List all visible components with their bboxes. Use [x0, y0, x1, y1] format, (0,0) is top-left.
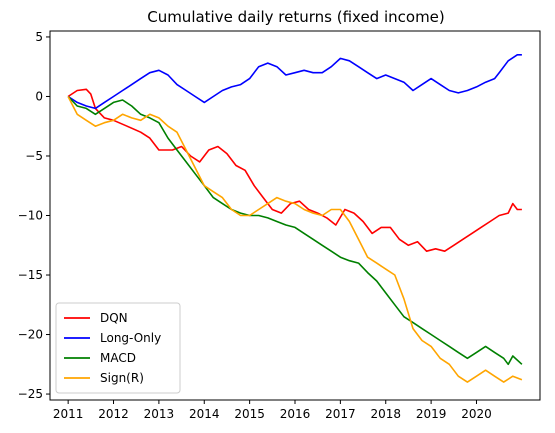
legend-label-3: Sign(R) — [100, 371, 144, 385]
legend: DQN Long-Only MACD Sign(R) — [55, 302, 181, 394]
x-tick-label: 2019 — [416, 407, 447, 421]
chart-title: Cumulative daily returns (fixed income) — [147, 8, 445, 26]
x-tick-label: 2018 — [370, 407, 401, 421]
x-tick-label: 2012 — [98, 407, 129, 421]
legend-box — [55, 302, 181, 394]
y-tick-label: −5 — [25, 149, 43, 163]
x-axis: 2011 2012 2013 2014 2015 2016 2017 2018 2019 2020 — [53, 400, 492, 421]
series-layer — [67, 54, 523, 383]
series-line-2 — [67, 95, 523, 366]
y-tick-label: −10 — [18, 209, 43, 223]
x-tick-label: 2020 — [461, 407, 492, 421]
y-tick-label: −15 — [18, 268, 43, 282]
y-tick-label: 5 — [35, 30, 43, 44]
series-line-1 — [67, 54, 522, 110]
legend-label-2: MACD — [100, 351, 136, 365]
series-line-0 — [67, 88, 522, 252]
x-tick-label: 2013 — [144, 407, 175, 421]
legend-label-0: DQN — [100, 311, 128, 325]
y-axis: 5 0 −5 −10 −15 −20 −25 — [18, 30, 50, 401]
x-tick-label: 2015 — [234, 407, 265, 421]
x-tick-label: 2016 — [280, 407, 311, 421]
y-tick-label: 0 — [35, 89, 43, 103]
y-tick-label: −20 — [18, 328, 43, 342]
legend-label-1: Long-Only — [100, 331, 161, 345]
y-tick-label: −25 — [18, 387, 43, 401]
x-tick-label: 2017 — [325, 407, 356, 421]
series-line-3 — [67, 96, 523, 383]
x-tick-label: 2011 — [53, 407, 84, 421]
x-tick-label: 2014 — [189, 407, 220, 421]
